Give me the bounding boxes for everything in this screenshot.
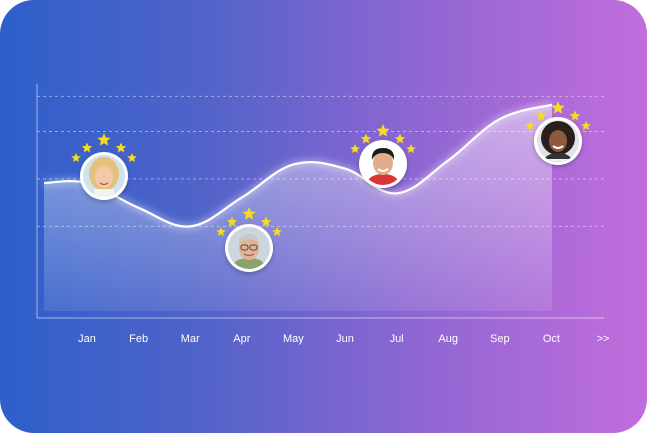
star-icon [272, 227, 282, 237]
x-axis-labels: Jan Feb Mar Apr May Jun Jul Aug Sep Oct >> [78, 333, 609, 345]
x-tick-label-mar: Mar [181, 333, 200, 345]
star-icon [581, 121, 591, 131]
star-icon [350, 144, 360, 154]
x-tick-label-jul: Jul [390, 333, 404, 345]
woman-blonde-avatar [80, 152, 128, 200]
man-gray-hair-avatar [225, 224, 273, 272]
series-line [43, 103, 553, 228]
star-icon [551, 101, 565, 114]
area-fill [44, 104, 552, 312]
avatar-annotation-jul [350, 124, 416, 188]
star-icon [115, 142, 127, 153]
star-icon [71, 153, 81, 163]
star-icon [242, 207, 256, 220]
more-months-label[interactable]: >> [597, 333, 610, 345]
star-icon [260, 216, 272, 227]
young-man-avatar [359, 140, 407, 188]
woman-curly-hair-avatar [534, 117, 582, 165]
x-tick-label-apr: Apr [233, 333, 250, 345]
x-tick-label-sep: Sep [490, 333, 510, 345]
avatar-annotation-oct [525, 101, 591, 165]
x-tick-label-may: May [283, 333, 304, 345]
star-icon [535, 110, 547, 121]
x-tick-label-jan: Jan [78, 333, 96, 345]
x-tick-label-feb: Feb [129, 333, 148, 345]
area-layer [43, 103, 553, 312]
x-tick-label-aug: Aug [438, 333, 458, 345]
x-tick-label-oct: Oct [543, 333, 560, 345]
avatar-annotations [71, 101, 591, 272]
star-icon [360, 133, 372, 144]
star-icon [394, 133, 406, 144]
star-icon [216, 227, 226, 237]
star-icon [376, 124, 390, 137]
x-tick-label-jun: Jun [336, 333, 354, 345]
star-icon [127, 153, 137, 163]
star-icon [81, 142, 93, 153]
star-icon [525, 121, 535, 131]
avatar-annotation-apr [216, 207, 282, 272]
avatar-annotation-jan [71, 133, 137, 200]
star-icon [569, 110, 581, 121]
star-icon [406, 144, 416, 154]
star-icon [97, 133, 111, 146]
star-icon [226, 216, 238, 227]
